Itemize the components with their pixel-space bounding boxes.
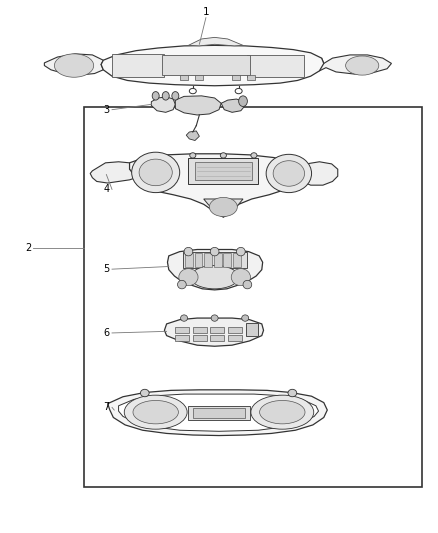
Polygon shape	[175, 96, 221, 115]
Bar	[180, 75, 187, 80]
Ellipse shape	[179, 269, 198, 286]
Ellipse shape	[132, 152, 180, 192]
Bar	[112, 54, 164, 77]
Polygon shape	[108, 390, 327, 435]
Ellipse shape	[239, 96, 247, 107]
Bar	[183, 252, 247, 268]
Polygon shape	[186, 131, 199, 141]
Bar	[223, 253, 231, 266]
Ellipse shape	[177, 280, 186, 289]
Ellipse shape	[346, 56, 379, 75]
Bar	[188, 406, 250, 419]
Bar	[228, 327, 242, 334]
Polygon shape	[204, 199, 243, 217]
Bar	[232, 75, 240, 80]
Text: 3: 3	[104, 104, 110, 115]
Ellipse shape	[162, 92, 169, 100]
Polygon shape	[119, 394, 318, 431]
Ellipse shape	[124, 395, 187, 429]
Ellipse shape	[209, 197, 237, 216]
Ellipse shape	[251, 395, 314, 429]
Polygon shape	[151, 97, 175, 112]
Polygon shape	[101, 45, 324, 86]
Ellipse shape	[139, 159, 172, 185]
Text: 1: 1	[203, 6, 209, 17]
Bar	[195, 75, 203, 80]
Ellipse shape	[141, 389, 149, 397]
Bar	[210, 335, 224, 342]
Text: 4: 4	[104, 184, 110, 195]
Polygon shape	[221, 99, 244, 112]
Ellipse shape	[220, 153, 226, 158]
Bar	[210, 327, 224, 334]
Bar	[214, 253, 222, 266]
Bar	[175, 335, 189, 342]
Ellipse shape	[191, 265, 239, 289]
Polygon shape	[90, 162, 136, 183]
Ellipse shape	[54, 54, 94, 77]
Bar	[84, 107, 422, 487]
Ellipse shape	[242, 315, 249, 321]
Polygon shape	[188, 37, 243, 46]
Bar	[193, 408, 245, 418]
Ellipse shape	[210, 247, 219, 256]
Polygon shape	[164, 318, 264, 346]
Bar	[185, 253, 193, 266]
Ellipse shape	[231, 269, 251, 286]
Ellipse shape	[237, 247, 245, 256]
Bar	[228, 335, 242, 342]
Ellipse shape	[243, 280, 252, 289]
Bar	[194, 253, 202, 266]
Ellipse shape	[273, 161, 304, 186]
Ellipse shape	[211, 315, 218, 321]
Polygon shape	[319, 55, 392, 74]
Ellipse shape	[190, 153, 196, 158]
Ellipse shape	[184, 247, 193, 256]
Polygon shape	[167, 249, 263, 290]
Ellipse shape	[288, 389, 297, 397]
Ellipse shape	[251, 153, 257, 158]
Bar	[246, 323, 258, 336]
Ellipse shape	[172, 92, 179, 100]
Bar	[247, 55, 304, 77]
Bar	[195, 163, 252, 180]
Text: 2: 2	[25, 243, 31, 253]
Bar	[162, 55, 250, 75]
Bar	[175, 327, 189, 334]
Bar	[193, 327, 207, 334]
Bar	[247, 75, 255, 80]
Polygon shape	[130, 154, 300, 217]
Bar	[233, 253, 241, 266]
Polygon shape	[44, 54, 103, 75]
Bar	[204, 253, 212, 266]
Text: 6: 6	[104, 328, 110, 338]
Text: 5: 5	[104, 264, 110, 274]
Polygon shape	[297, 162, 338, 185]
Bar	[193, 335, 207, 342]
Ellipse shape	[260, 400, 305, 424]
Ellipse shape	[180, 315, 187, 321]
Ellipse shape	[266, 155, 311, 192]
Ellipse shape	[152, 92, 159, 100]
Ellipse shape	[133, 400, 178, 424]
Text: 7: 7	[104, 402, 110, 413]
Ellipse shape	[189, 88, 196, 94]
Ellipse shape	[235, 88, 242, 94]
Bar	[188, 158, 258, 184]
